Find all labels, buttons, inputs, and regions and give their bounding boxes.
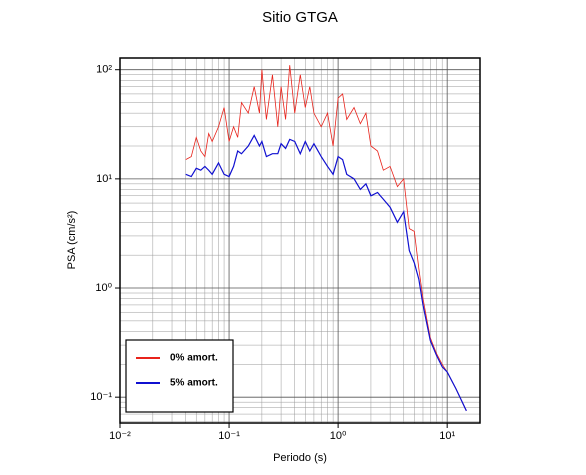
legend-label: 5% amort. (170, 378, 218, 389)
x-tick-label: 10⁻¹ (218, 430, 240, 442)
legend-label: 0% amort. (170, 353, 218, 364)
x-axis-label: Periodo (s) (273, 452, 327, 464)
y-tick-label: 10¹ (96, 173, 112, 185)
x-tick-label: 10⁰ (330, 430, 347, 442)
data-line (185, 134, 467, 412)
x-tick-label: 10¹ (439, 430, 455, 442)
plot-frame (119, 57, 481, 424)
y-tick-label: 10⁰ (95, 282, 112, 294)
legend-box (125, 339, 234, 413)
x-tick-label: 10⁻² (109, 430, 131, 442)
y-tick-label: 10⁻¹ (90, 391, 112, 403)
y-axis-label: PSA (cm/s²) (66, 211, 78, 270)
y-tick-label: 10² (96, 64, 112, 76)
chart-title: Sitio GTGA (262, 9, 338, 26)
data-line (185, 65, 467, 411)
